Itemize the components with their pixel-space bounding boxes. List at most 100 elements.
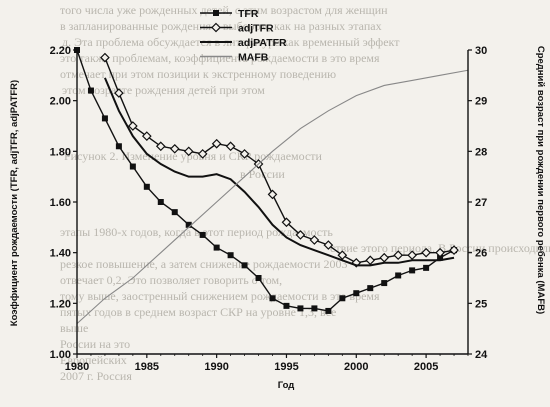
x-axis-title: Год	[278, 380, 295, 391]
series-layer	[74, 47, 469, 325]
series-tfr-point	[199, 231, 206, 238]
series-tfr-point	[185, 221, 192, 228]
x-tick-label: 1990	[204, 361, 228, 373]
series-adjtfr-point	[114, 88, 124, 98]
legend-swatch-adjtfr-point	[211, 22, 221, 33]
series-adjtfr-point	[323, 240, 334, 250]
legend: TFR adjTFR adjPATFR MAFB	[200, 8, 287, 64]
series-adjtfr-point	[393, 250, 404, 261]
series-tfr-point	[157, 199, 164, 205]
background-text-line: пятых годов в среднем возраст СКР на уро…	[60, 305, 336, 319]
series-adjtfr-point	[267, 189, 278, 200]
y-left-tick-label: 1.60	[50, 197, 71, 209]
series-tfr-point	[269, 295, 276, 302]
series-tfr-point	[241, 262, 248, 269]
series-adjtfr-point	[141, 131, 152, 141]
series-tfr-point	[297, 305, 304, 312]
series-adjtfr-point	[435, 247, 445, 258]
legend-item-adjtfr: adjTFR	[200, 23, 274, 35]
series-adjtfr-point	[449, 245, 459, 255]
series-adjtfr-point	[155, 141, 166, 152]
series-tfr-point	[437, 254, 444, 261]
series-tfr-point	[101, 115, 108, 122]
legend-label-adjpatfr: adjPATFR	[238, 37, 287, 49]
series-tfr-point	[325, 307, 332, 314]
background-text-line: этапы 1980-х годов, когда в этот период …	[60, 225, 333, 239]
y-left-axis-title: Коэффициент рождаемости (TFR, adjTFR, ad…	[9, 80, 20, 326]
series-tfr-point	[423, 264, 430, 271]
series-adjtfr-point	[295, 230, 306, 240]
background-text-line: в запланированные рождения к выбором, ка…	[60, 19, 382, 33]
background-text-line: этом возрасте рождения детей при этом	[62, 83, 265, 97]
series-adjtfr-point	[379, 252, 390, 263]
series-tfr-point	[283, 302, 290, 309]
y-right-tick-label: 24	[475, 349, 488, 361]
series-adjtfr-point	[169, 143, 180, 154]
series-tfr-point	[409, 267, 416, 274]
x-tick-label: 1995	[274, 361, 298, 373]
series-tfr-point	[227, 252, 234, 259]
background-text-line: выше	[60, 321, 88, 335]
legend-swatch-tfr-point	[213, 10, 219, 16]
series-tfr-point	[213, 244, 220, 251]
x-tick-label: 1985	[135, 361, 159, 373]
legend-item-tfr: TFR	[200, 8, 259, 20]
y-left-tick-label: 1.40	[50, 248, 71, 260]
y-left-tick-label: 1.20	[50, 298, 71, 310]
series-adjtfr-point	[281, 217, 292, 228]
y-right-tick-label: 28	[475, 146, 487, 158]
series-tfr-point	[381, 280, 388, 287]
series-tfr-point	[255, 275, 262, 281]
y-right-tick-label: 30	[475, 45, 487, 57]
y-right-axis-title: Средний возраст при рождении первого реб…	[535, 46, 546, 314]
series-tfr-point	[171, 209, 178, 216]
series-adjtfr-point	[365, 255, 376, 266]
series-tfr-line	[76, 49, 455, 312]
series-adjtfr-point	[421, 247, 431, 258]
series-adjtfr-point	[197, 149, 208, 159]
series-mafb	[76, 69, 469, 325]
background-text-line: это также проблемам, коэффициента рождае…	[60, 51, 380, 65]
y-left-tick-label: 1.80	[50, 146, 71, 158]
y-right-tick-label: 29	[475, 96, 487, 108]
legend-item-mafb: MAFB	[200, 52, 269, 64]
series-adjtfr	[100, 52, 459, 268]
series-tfr-point	[395, 272, 402, 279]
series-tfr	[74, 47, 458, 314]
series-adjtfr-point	[337, 250, 348, 261]
series-adjtfr-point	[407, 250, 417, 261]
x-tick-label: 2000	[344, 361, 368, 373]
series-adjpatfr-line	[104, 77, 455, 267]
legend-item-adjpatfr: adjPATFR	[200, 37, 287, 49]
x-tick-label: 2005	[414, 361, 438, 373]
series-tfr-point	[353, 290, 360, 297]
series-tfr-point	[311, 305, 318, 312]
series-adjtfr-point	[225, 141, 236, 152]
y-right-tick-label: 25	[475, 298, 487, 310]
legend-label-adjtfr: adjTFR	[238, 23, 274, 35]
series-tfr-point	[87, 87, 94, 94]
series-tfr-point	[367, 285, 374, 292]
y-right-tick-label: 26	[475, 248, 487, 260]
series-adjpatfr	[104, 77, 455, 267]
background-text-line: резкое повышение, а затем снижение рожда…	[60, 257, 347, 271]
series-adjtfr-point	[100, 52, 110, 63]
y-left-tick-label: 2.00	[50, 96, 71, 108]
x-tick-label: 1980	[65, 361, 89, 373]
background-text-line: отвечает 0,2. Это позволяет говорить о т…	[60, 273, 282, 287]
series-adjtfr-point	[128, 121, 138, 131]
series-adjtfr-point	[183, 146, 194, 157]
y-left-tick-label: 2.20	[50, 45, 71, 57]
series-adjtfr-point	[239, 149, 250, 159]
background-text-line: тому выше, заостренный снижением рождаем…	[60, 289, 380, 303]
series-tfr-point	[143, 183, 150, 190]
series-adjtfr-point	[309, 235, 320, 245]
series-tfr-point	[115, 143, 122, 150]
legend-label-mafb: MAFB	[238, 52, 269, 64]
series-tfr-point	[339, 295, 346, 302]
series-mafb-line	[76, 69, 469, 325]
legend-label-tfr: TFR	[238, 8, 259, 20]
background-text-line: 2007 г. Россия	[60, 369, 132, 383]
